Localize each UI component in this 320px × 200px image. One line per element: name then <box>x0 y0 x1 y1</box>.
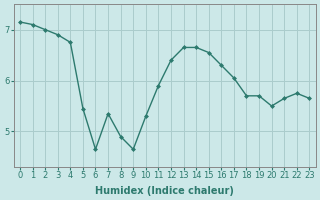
X-axis label: Humidex (Indice chaleur): Humidex (Indice chaleur) <box>95 186 234 196</box>
